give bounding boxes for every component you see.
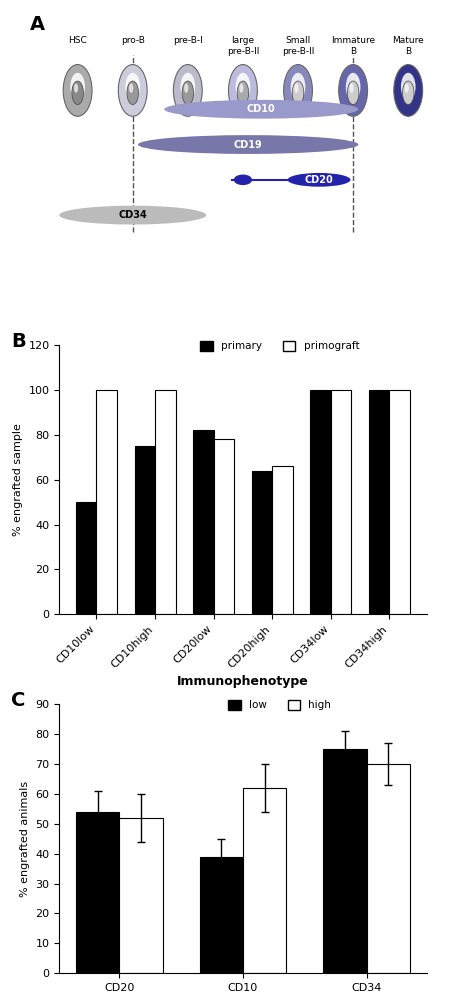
Text: C: C bbox=[11, 691, 26, 710]
Bar bbox=[135, 446, 155, 614]
Bar bbox=[323, 749, 366, 973]
Text: large
pre-B-II: large pre-B-II bbox=[227, 37, 259, 56]
Bar bbox=[310, 390, 331, 614]
Ellipse shape bbox=[239, 83, 244, 92]
Bar bbox=[272, 467, 293, 614]
Ellipse shape bbox=[401, 72, 416, 101]
Ellipse shape bbox=[228, 65, 257, 116]
Ellipse shape bbox=[181, 72, 195, 101]
Text: Small
pre-B-II: Small pre-B-II bbox=[282, 37, 314, 56]
Ellipse shape bbox=[127, 81, 138, 104]
Bar bbox=[390, 390, 410, 614]
Ellipse shape bbox=[405, 83, 409, 92]
Bar bbox=[366, 764, 410, 973]
Ellipse shape bbox=[346, 72, 360, 101]
Bar bbox=[331, 390, 351, 614]
Bar bbox=[369, 390, 390, 614]
Bar bbox=[193, 430, 214, 614]
Ellipse shape bbox=[63, 65, 92, 116]
Ellipse shape bbox=[402, 81, 414, 104]
Ellipse shape bbox=[236, 72, 250, 101]
Text: B: B bbox=[11, 332, 26, 351]
Legend: low, high: low, high bbox=[224, 696, 336, 715]
Ellipse shape bbox=[70, 72, 85, 101]
Y-axis label: % engrafted sample: % engrafted sample bbox=[13, 423, 23, 536]
Text: HSC: HSC bbox=[68, 37, 87, 46]
Ellipse shape bbox=[288, 173, 350, 187]
Ellipse shape bbox=[125, 72, 140, 101]
Text: Immature
B: Immature B bbox=[331, 37, 375, 56]
Ellipse shape bbox=[234, 175, 252, 185]
Text: CD19: CD19 bbox=[234, 140, 263, 150]
Bar bbox=[214, 439, 234, 614]
Ellipse shape bbox=[283, 65, 312, 116]
Bar bbox=[76, 812, 119, 973]
Text: CD10: CD10 bbox=[247, 104, 276, 114]
Bar bbox=[96, 390, 117, 614]
Ellipse shape bbox=[294, 83, 299, 92]
Ellipse shape bbox=[59, 206, 206, 224]
X-axis label: Immunophenotype: Immunophenotype bbox=[177, 675, 309, 688]
Text: Mature
B: Mature B bbox=[392, 37, 424, 56]
Ellipse shape bbox=[291, 72, 305, 101]
Ellipse shape bbox=[184, 83, 188, 92]
Ellipse shape bbox=[138, 135, 358, 154]
Ellipse shape bbox=[182, 81, 193, 104]
Ellipse shape bbox=[339, 65, 367, 116]
Ellipse shape bbox=[394, 65, 423, 116]
Bar bbox=[119, 818, 163, 973]
Ellipse shape bbox=[292, 81, 304, 104]
Text: pro-B: pro-B bbox=[121, 37, 145, 46]
Bar bbox=[243, 787, 286, 973]
Y-axis label: % engrafted animals: % engrafted animals bbox=[20, 780, 30, 897]
Bar bbox=[76, 502, 96, 614]
Ellipse shape bbox=[118, 65, 147, 116]
Ellipse shape bbox=[164, 100, 358, 118]
Ellipse shape bbox=[349, 83, 354, 92]
Text: A: A bbox=[30, 15, 45, 34]
Ellipse shape bbox=[173, 65, 202, 116]
Ellipse shape bbox=[129, 83, 133, 92]
Ellipse shape bbox=[237, 81, 249, 104]
Bar bbox=[200, 857, 243, 973]
Ellipse shape bbox=[347, 81, 359, 104]
Bar bbox=[155, 390, 175, 614]
Legend: primary, primograft: primary, primograft bbox=[196, 337, 364, 355]
Text: pre-B-I: pre-B-I bbox=[173, 37, 203, 46]
Text: CD34: CD34 bbox=[118, 211, 147, 220]
Text: CD20: CD20 bbox=[305, 175, 333, 185]
Bar bbox=[252, 471, 272, 614]
Ellipse shape bbox=[74, 83, 78, 92]
Ellipse shape bbox=[72, 81, 83, 104]
